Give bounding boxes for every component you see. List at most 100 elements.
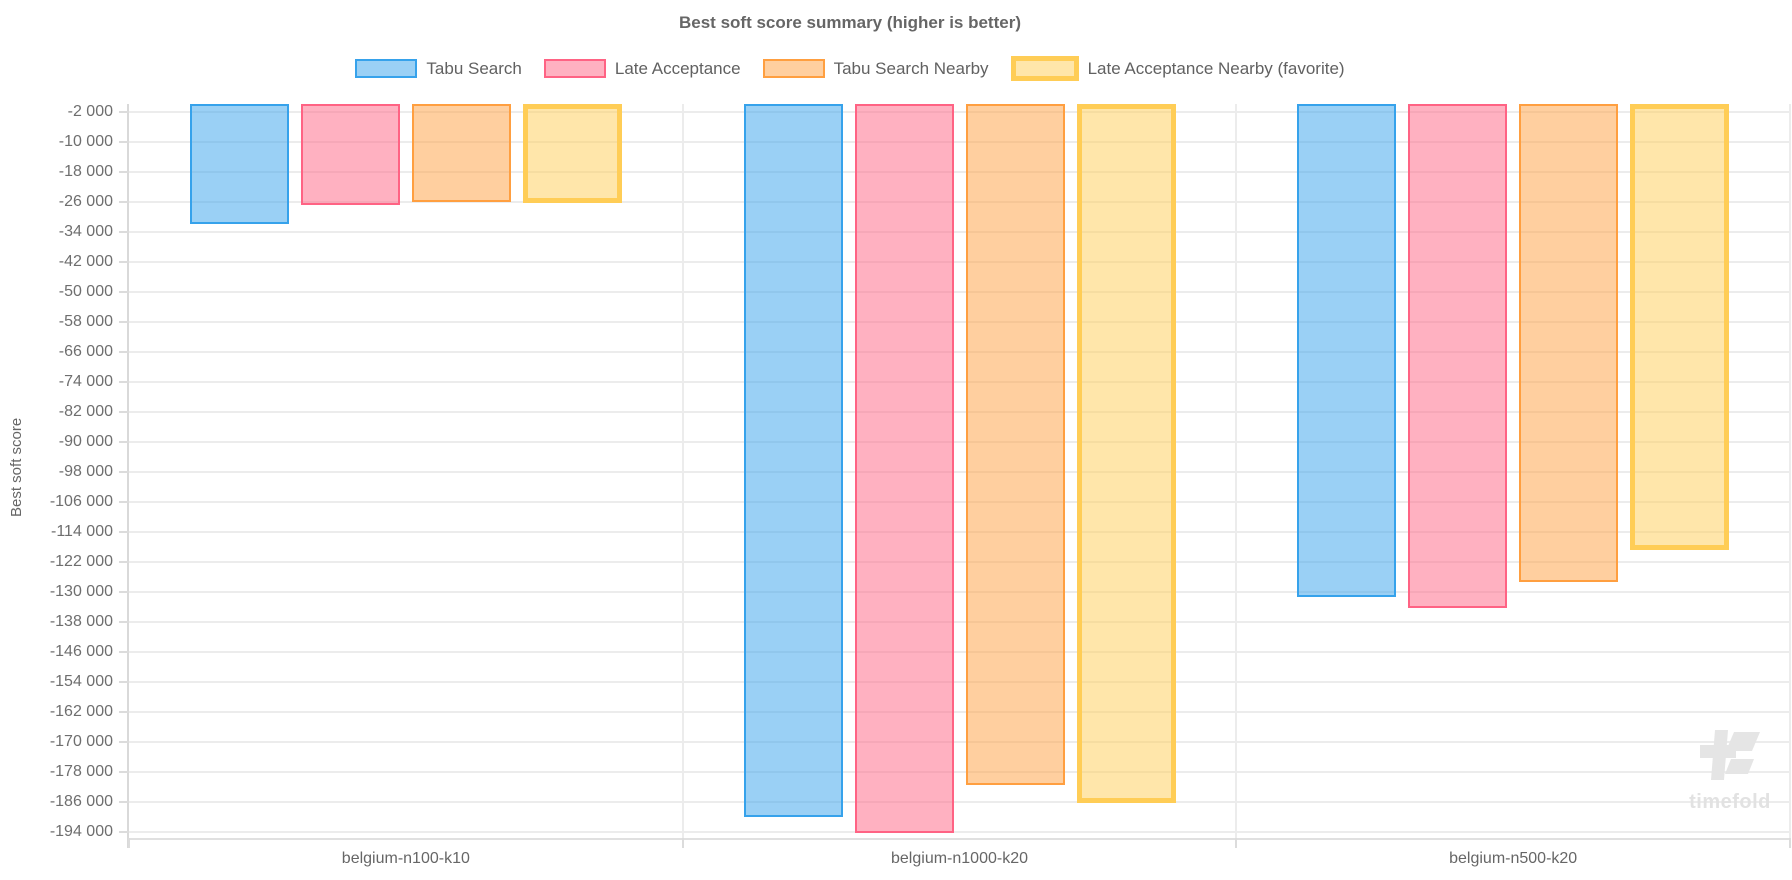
y-tick-label: -82 000 bbox=[58, 402, 113, 420]
y-tick-label: -10 000 bbox=[58, 132, 113, 150]
y-tick-label: -122 000 bbox=[49, 552, 113, 570]
y-tick-mark bbox=[119, 320, 129, 323]
bar-late-acceptance-nearby-favorite-belgium-n100-k10[interactable] bbox=[522, 104, 622, 204]
y-tick-mark bbox=[119, 650, 129, 653]
gridline bbox=[129, 350, 1790, 353]
gridline bbox=[129, 380, 1790, 383]
y-tick-mark bbox=[119, 440, 129, 443]
y-tick-label: -42 000 bbox=[58, 252, 113, 270]
y-tick-label: -162 000 bbox=[49, 702, 113, 720]
legend-swatch bbox=[762, 59, 825, 78]
legend-item-tabu-search-nearby[interactable]: Tabu Search Nearby bbox=[762, 59, 989, 79]
legend-swatch bbox=[1010, 56, 1079, 81]
gridline bbox=[129, 110, 1790, 113]
gridline bbox=[129, 140, 1790, 143]
x-tick-mark bbox=[1789, 838, 1791, 848]
bar-late-acceptance-belgium-n100-k10[interactable] bbox=[300, 104, 400, 206]
gridline bbox=[129, 590, 1790, 593]
gridline bbox=[129, 530, 1790, 533]
y-tick-label: -90 000 bbox=[58, 432, 113, 450]
gridline bbox=[129, 830, 1790, 833]
y-tick-mark bbox=[119, 110, 129, 113]
gridline bbox=[129, 170, 1790, 173]
gridline bbox=[129, 560, 1790, 563]
y-tick-mark bbox=[119, 500, 129, 503]
y-tick-mark bbox=[119, 260, 129, 263]
y-tick-label: -154 000 bbox=[49, 672, 113, 690]
gridline bbox=[129, 770, 1790, 773]
y-tick-mark bbox=[119, 560, 129, 563]
y-tick-label: -18 000 bbox=[58, 162, 113, 180]
legend-label: Tabu Search bbox=[426, 58, 522, 78]
y-tick-label: -106 000 bbox=[49, 492, 113, 510]
y-tick-label: -2 000 bbox=[67, 102, 113, 120]
bar-tabu-search-belgium-n500-k20[interactable] bbox=[1297, 104, 1397, 598]
legend-item-late-acceptance-nearby-favorite[interactable]: Late Acceptance Nearby (favorite) bbox=[1010, 56, 1345, 81]
gridline bbox=[129, 290, 1790, 293]
y-tick-mark bbox=[119, 350, 129, 353]
y-tick-label: -98 000 bbox=[58, 462, 113, 480]
y-tick-mark bbox=[119, 800, 129, 803]
x-tick-mark bbox=[1235, 838, 1238, 848]
gridline bbox=[129, 200, 1790, 203]
y-tick-mark bbox=[119, 380, 129, 383]
y-tick-label: -130 000 bbox=[49, 582, 113, 600]
y-tick-mark bbox=[119, 170, 129, 173]
x-axis-label: belgium-n1000-k20 bbox=[891, 850, 1028, 867]
watermark-text: timefold bbox=[1689, 791, 1771, 813]
bar-tabu-search-nearby-belgium-n500-k20[interactable] bbox=[1519, 104, 1619, 583]
timefold-watermark: timefold bbox=[1660, 728, 1792, 814]
legend-item-late-acceptance[interactable]: Late Acceptance bbox=[543, 59, 741, 79]
y-tick-mark bbox=[119, 200, 129, 203]
bar-late-acceptance-nearby-favorite-belgium-n500-k20[interactable] bbox=[1630, 104, 1730, 551]
y-tick-mark bbox=[119, 290, 129, 293]
y-tick-mark bbox=[119, 830, 129, 833]
legend-item-tabu-search[interactable]: Tabu Search bbox=[355, 58, 522, 79]
timefold-logo-icon bbox=[1700, 730, 1760, 780]
bar-tabu-search-nearby-belgium-n100-k10[interactable] bbox=[411, 104, 511, 203]
plot-area bbox=[127, 104, 1791, 848]
y-tick-mark bbox=[119, 230, 129, 233]
bar-tabu-search-nearby-belgium-n1000-k20[interactable] bbox=[965, 104, 1065, 785]
category-separator bbox=[1789, 104, 1791, 838]
category-separator bbox=[1235, 104, 1238, 838]
gridline bbox=[129, 620, 1790, 623]
y-tick-label: -186 000 bbox=[49, 792, 113, 810]
y-tick-mark bbox=[119, 680, 129, 683]
gridline bbox=[129, 260, 1790, 263]
gridline bbox=[129, 410, 1790, 413]
legend-swatch bbox=[543, 59, 606, 78]
y-tick-label: -74 000 bbox=[58, 372, 113, 390]
gridline bbox=[129, 500, 1790, 503]
y-tick-label: -58 000 bbox=[58, 312, 113, 330]
gridline bbox=[129, 440, 1790, 443]
bar-tabu-search-belgium-n1000-k20[interactable] bbox=[743, 104, 843, 817]
bar-tabu-search-belgium-n100-k10[interactable] bbox=[189, 104, 289, 225]
y-tick-mark bbox=[119, 530, 129, 533]
y-tick-mark bbox=[119, 410, 129, 413]
x-tick-mark bbox=[681, 838, 684, 848]
gridline bbox=[129, 470, 1790, 473]
y-tick-mark bbox=[119, 740, 129, 743]
y-tick-mark bbox=[119, 590, 129, 593]
y-tick-mark bbox=[119, 470, 129, 473]
y-tick-label: -194 000 bbox=[49, 822, 113, 840]
x-axis-line bbox=[129, 838, 1790, 840]
chart-title: Best soft score summary (higher is bette… bbox=[679, 13, 1021, 32]
gridline bbox=[129, 710, 1790, 713]
y-tick-label: -170 000 bbox=[49, 732, 113, 750]
y-tick-label: -34 000 bbox=[58, 222, 113, 240]
gridline bbox=[129, 740, 1790, 743]
x-axis-label: belgium-n500-k20 bbox=[1449, 850, 1578, 867]
bar-late-acceptance-belgium-n500-k20[interactable] bbox=[1408, 104, 1508, 609]
y-tick-label: -114 000 bbox=[51, 522, 113, 540]
y-tick-label: -26 000 bbox=[58, 192, 113, 210]
legend-swatch bbox=[355, 59, 418, 78]
y-tick-label: -146 000 bbox=[49, 642, 113, 660]
bar-late-acceptance-nearby-favorite-belgium-n1000-k20[interactable] bbox=[1076, 104, 1176, 804]
bar-late-acceptance-belgium-n1000-k20[interactable] bbox=[854, 104, 954, 834]
y-tick-mark bbox=[119, 140, 129, 143]
gridline bbox=[129, 230, 1790, 233]
x-tick-mark bbox=[128, 838, 130, 848]
